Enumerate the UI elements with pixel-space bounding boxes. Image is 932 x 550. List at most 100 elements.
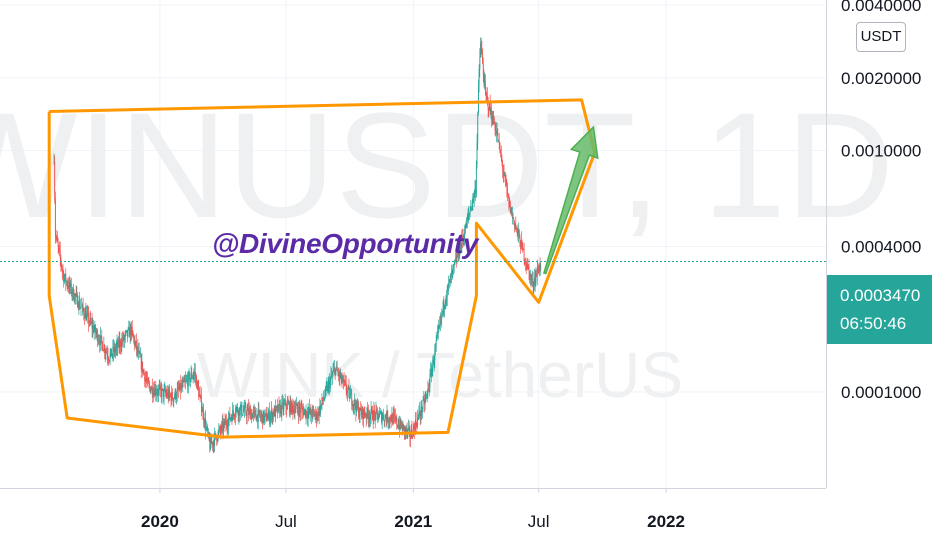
candle xyxy=(393,405,395,425)
candle xyxy=(205,420,207,432)
candle xyxy=(313,405,315,417)
candle xyxy=(390,414,392,428)
candle xyxy=(258,402,260,416)
candle xyxy=(271,407,273,425)
candle xyxy=(162,388,164,403)
candle xyxy=(349,386,351,402)
candle xyxy=(392,412,394,426)
candle xyxy=(445,294,447,309)
price-axis[interactable]: 0.0040000 0.0020000 0.0010000 0.0004000 0.00… xyxy=(841,0,921,402)
candle xyxy=(82,297,84,313)
candle xyxy=(336,361,337,371)
candle xyxy=(261,410,263,424)
candle xyxy=(473,192,475,204)
candle xyxy=(478,64,480,93)
candle xyxy=(453,259,455,274)
annotations-layer[interactable] xyxy=(47,98,599,439)
candle xyxy=(413,421,415,430)
candle xyxy=(168,384,170,402)
candle xyxy=(158,384,160,403)
currency-unit-button[interactable]: USDT xyxy=(856,22,906,52)
candle xyxy=(513,217,515,225)
up-arrow-drawing[interactable] xyxy=(542,125,599,275)
candle xyxy=(160,381,162,403)
candle xyxy=(150,386,152,395)
candle xyxy=(423,394,425,413)
candle xyxy=(434,343,436,369)
candle xyxy=(355,399,357,422)
candle xyxy=(155,380,157,402)
candle xyxy=(500,145,502,162)
candle xyxy=(196,374,198,389)
candle xyxy=(495,122,497,137)
candle xyxy=(394,408,396,423)
candle xyxy=(251,408,253,420)
candle xyxy=(219,423,221,437)
candles-layer xyxy=(53,37,542,454)
candle xyxy=(489,94,491,115)
candle xyxy=(122,331,123,347)
candle xyxy=(359,407,361,423)
candle xyxy=(120,338,122,355)
candle xyxy=(484,72,486,90)
candle xyxy=(288,401,290,417)
candle xyxy=(189,371,191,387)
candle xyxy=(497,128,499,144)
candle xyxy=(282,395,284,417)
candle xyxy=(322,397,324,406)
candle xyxy=(250,408,252,424)
candle xyxy=(153,380,155,398)
candle xyxy=(454,260,456,266)
candle xyxy=(280,404,282,418)
candle xyxy=(328,375,330,393)
candle xyxy=(124,334,126,349)
candle xyxy=(277,398,279,419)
candle xyxy=(377,413,379,420)
candle xyxy=(153,381,155,403)
candle xyxy=(228,412,230,427)
candle xyxy=(295,396,297,406)
candle xyxy=(282,394,283,410)
candle xyxy=(341,372,343,388)
candle xyxy=(303,406,305,416)
candle xyxy=(234,413,236,423)
candle xyxy=(255,415,257,421)
candle xyxy=(157,384,159,403)
candle xyxy=(279,400,281,419)
candle xyxy=(115,340,117,356)
candle xyxy=(129,321,130,337)
candle xyxy=(219,425,220,433)
candle xyxy=(120,338,121,355)
candle xyxy=(138,342,140,355)
candle xyxy=(221,420,223,435)
candle xyxy=(96,328,98,341)
candle xyxy=(498,132,500,150)
candle xyxy=(212,441,214,452)
candle xyxy=(397,418,399,430)
candle xyxy=(66,277,68,290)
candle xyxy=(436,335,438,342)
candle xyxy=(197,379,199,390)
time-axis[interactable]: 2020 Jul 2021 Jul 2022 xyxy=(141,488,685,531)
candle xyxy=(266,413,268,422)
candle xyxy=(273,404,275,418)
candle xyxy=(533,281,535,294)
y-tick-label: 0.0020000 xyxy=(841,69,921,88)
candle xyxy=(437,319,439,340)
candle xyxy=(294,401,296,420)
candle xyxy=(364,406,366,419)
candle xyxy=(506,179,508,198)
candle xyxy=(143,368,145,374)
candle xyxy=(339,367,341,387)
candle xyxy=(246,409,247,425)
x-tick-label: 2022 xyxy=(647,512,685,531)
candle xyxy=(135,333,137,356)
candle xyxy=(521,239,523,251)
candle xyxy=(361,406,363,419)
candle xyxy=(453,264,454,275)
candle xyxy=(106,347,108,354)
candle xyxy=(475,180,477,201)
candle xyxy=(324,385,326,399)
candle xyxy=(68,277,69,293)
